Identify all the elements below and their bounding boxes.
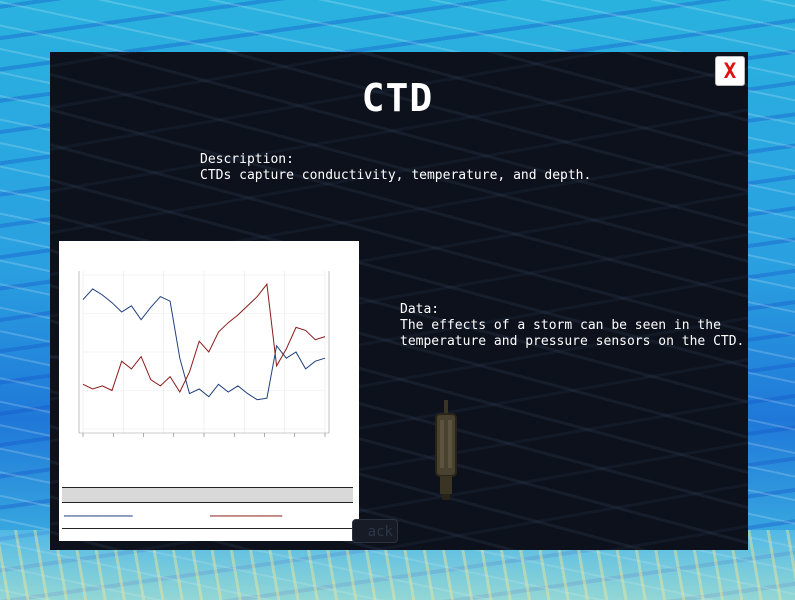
chart-grid <box>82 271 326 433</box>
legend-item-blue: ━━━━━━━━━━━━━━━━━━━ <box>64 513 133 520</box>
legend-item-red: ━━━━━━━━━━━━━━━━━━━━ <box>210 513 283 520</box>
popup-title: CTD <box>361 76 434 120</box>
chart-legend-header <box>62 487 353 503</box>
data-heading: Data: <box>400 302 440 317</box>
data-block: Data: The effects of a storm can be seen… <box>400 302 745 350</box>
series-line-0 <box>82 288 326 401</box>
chart-ticks <box>82 433 326 437</box>
back-button[interactable]: ack <box>352 519 398 543</box>
ctd-data-chart: ━━━━━━━━━━━━━━━━━━━ ━━━━━━━━━━━━━━━━━━━━ <box>59 241 359 541</box>
close-button[interactable]: X <box>715 56 745 86</box>
ctd-device-icon[interactable] <box>428 400 464 500</box>
chart-series <box>82 282 326 401</box>
description-block: Description: CTDs capture conductivity, … <box>200 152 591 184</box>
data-text: The effects of a storm can be seen in th… <box>400 318 745 349</box>
chart-legend: ━━━━━━━━━━━━━━━━━━━ ━━━━━━━━━━━━━━━━━━━━ <box>62 506 353 529</box>
description-text: CTDs capture conductivity, temperature, … <box>200 168 592 183</box>
description-heading: Description: <box>200 152 294 167</box>
close-icon: X <box>723 58 737 83</box>
chart-plot <box>78 271 330 437</box>
series-line-1 <box>82 282 326 394</box>
